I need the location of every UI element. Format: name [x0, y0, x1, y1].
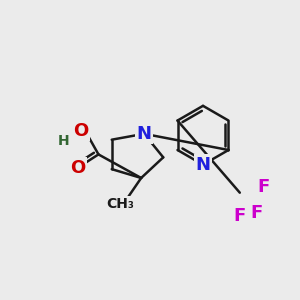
Text: F: F: [234, 207, 246, 225]
Text: N: N: [196, 156, 211, 174]
Text: F: F: [250, 204, 262, 222]
Text: CH₃: CH₃: [106, 197, 134, 212]
Text: O: O: [73, 122, 88, 140]
Text: F: F: [257, 178, 269, 196]
Text: N: N: [136, 125, 152, 143]
Text: O: O: [70, 159, 85, 177]
Text: H: H: [57, 134, 69, 148]
